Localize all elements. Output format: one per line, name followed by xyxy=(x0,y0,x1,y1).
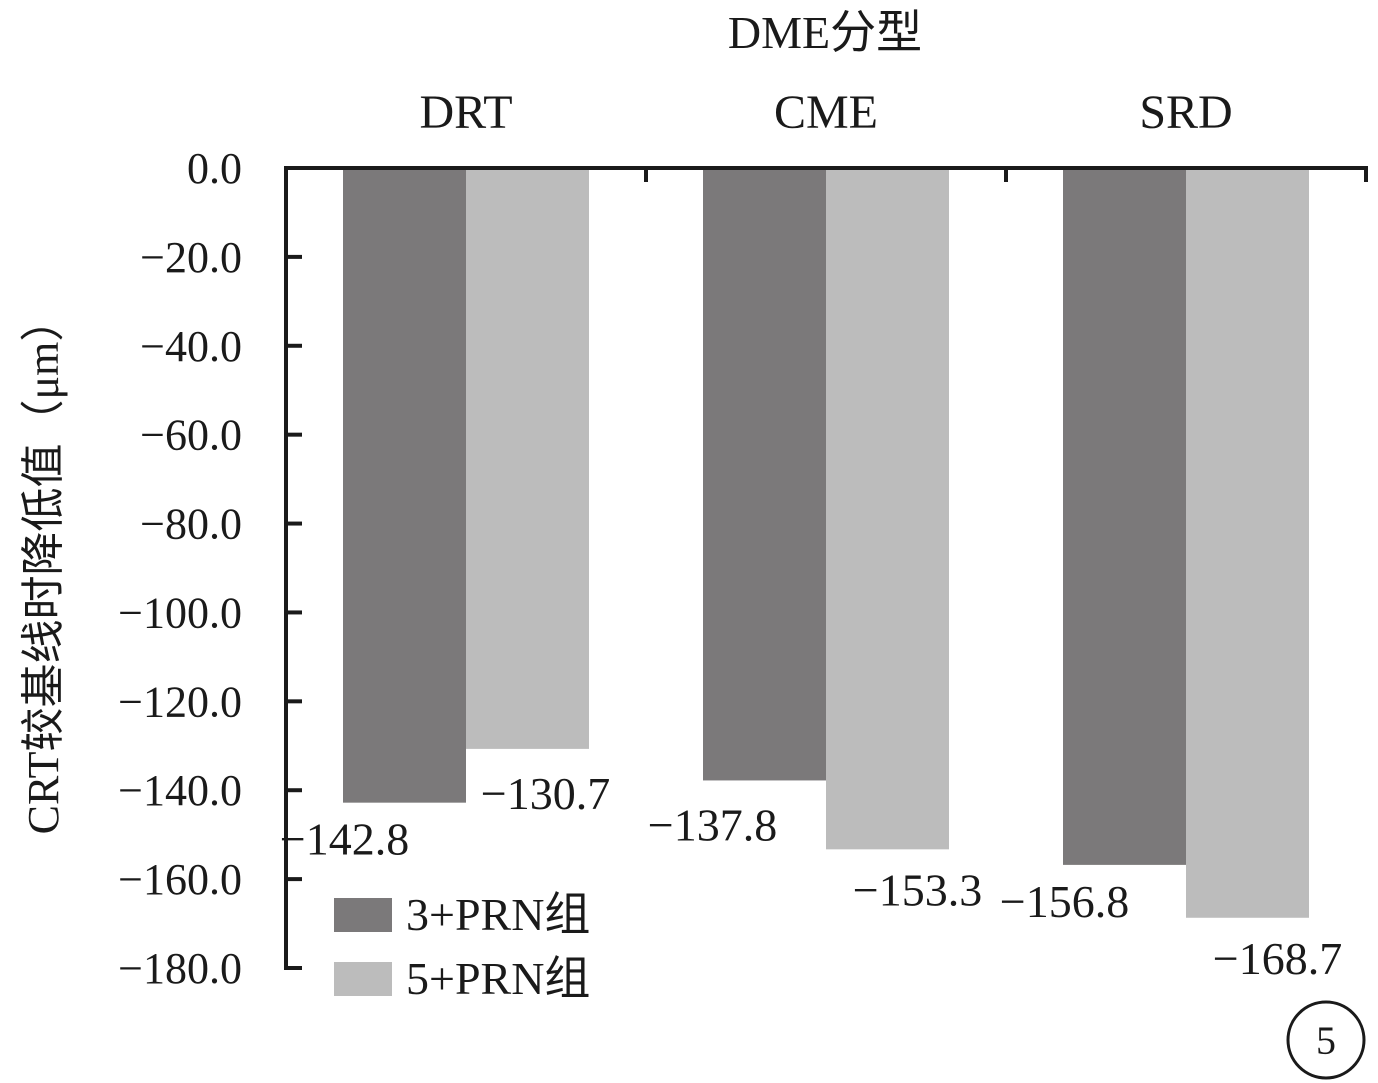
category-label-srd: SRD xyxy=(1139,86,1232,139)
category-label-cme: CME xyxy=(774,86,878,139)
y-tick-label: −20.0 xyxy=(140,233,242,282)
data-label: −137.8 xyxy=(648,799,777,850)
bar-srd-series-2 xyxy=(1186,170,1309,918)
legend-label-3prn: 3+PRN组 xyxy=(406,889,590,940)
bars xyxy=(343,170,1309,918)
y-tick-label: −40.0 xyxy=(140,322,242,371)
data-label: −130.7 xyxy=(481,768,610,819)
legend: 3+PRN组 5+PRN组 xyxy=(334,889,590,1004)
data-labels: −142.8 −130.7 −137.8 −153.3 −156.8 −168.7 xyxy=(280,768,1342,984)
data-label: −168.7 xyxy=(1213,933,1342,984)
bar-cme-series-1 xyxy=(703,170,826,781)
y-tick-label: −140.0 xyxy=(118,766,242,815)
x-ticks xyxy=(644,168,1368,182)
category-label-drt: DRT xyxy=(419,86,512,139)
y-tick-label: −100.0 xyxy=(118,588,242,637)
y-tick-label: 0.0 xyxy=(187,144,242,193)
y-tick-label: −160.0 xyxy=(118,855,242,904)
y-tick-label: −60.0 xyxy=(140,411,242,460)
data-label: −142.8 xyxy=(280,814,409,865)
bar-cme-series-2 xyxy=(826,170,949,850)
legend-swatch-5prn xyxy=(334,962,392,996)
data-label: −153.3 xyxy=(853,864,982,915)
bar-srd-series-1 xyxy=(1063,170,1186,865)
bar-drt-series-2 xyxy=(466,170,589,749)
y-tick-label: −120.0 xyxy=(118,677,242,726)
legend-label-5prn: 5+PRN组 xyxy=(406,953,590,1004)
y-tick-label: −180.0 xyxy=(118,944,242,993)
panel-number: 5 xyxy=(1286,1000,1366,1080)
panel-number-text: 5 xyxy=(1316,1018,1336,1063)
bar-drt-series-1 xyxy=(343,170,466,803)
data-label: −156.8 xyxy=(1000,876,1129,927)
y-ticks: 0.0 −20.0 −40.0 −60.0 −80.0 −100.0 −120.0 −140.… xyxy=(118,144,302,993)
category-labels: DRT CME SRD xyxy=(419,86,1232,139)
panel-number-circle xyxy=(1286,1000,1366,1080)
y-tick-label: −80.0 xyxy=(140,500,242,549)
chart-title: DME分型 xyxy=(728,7,922,58)
y-axis-label: CRT较基线时降低值（μm） xyxy=(19,298,68,835)
legend-swatch-3prn xyxy=(334,898,392,932)
